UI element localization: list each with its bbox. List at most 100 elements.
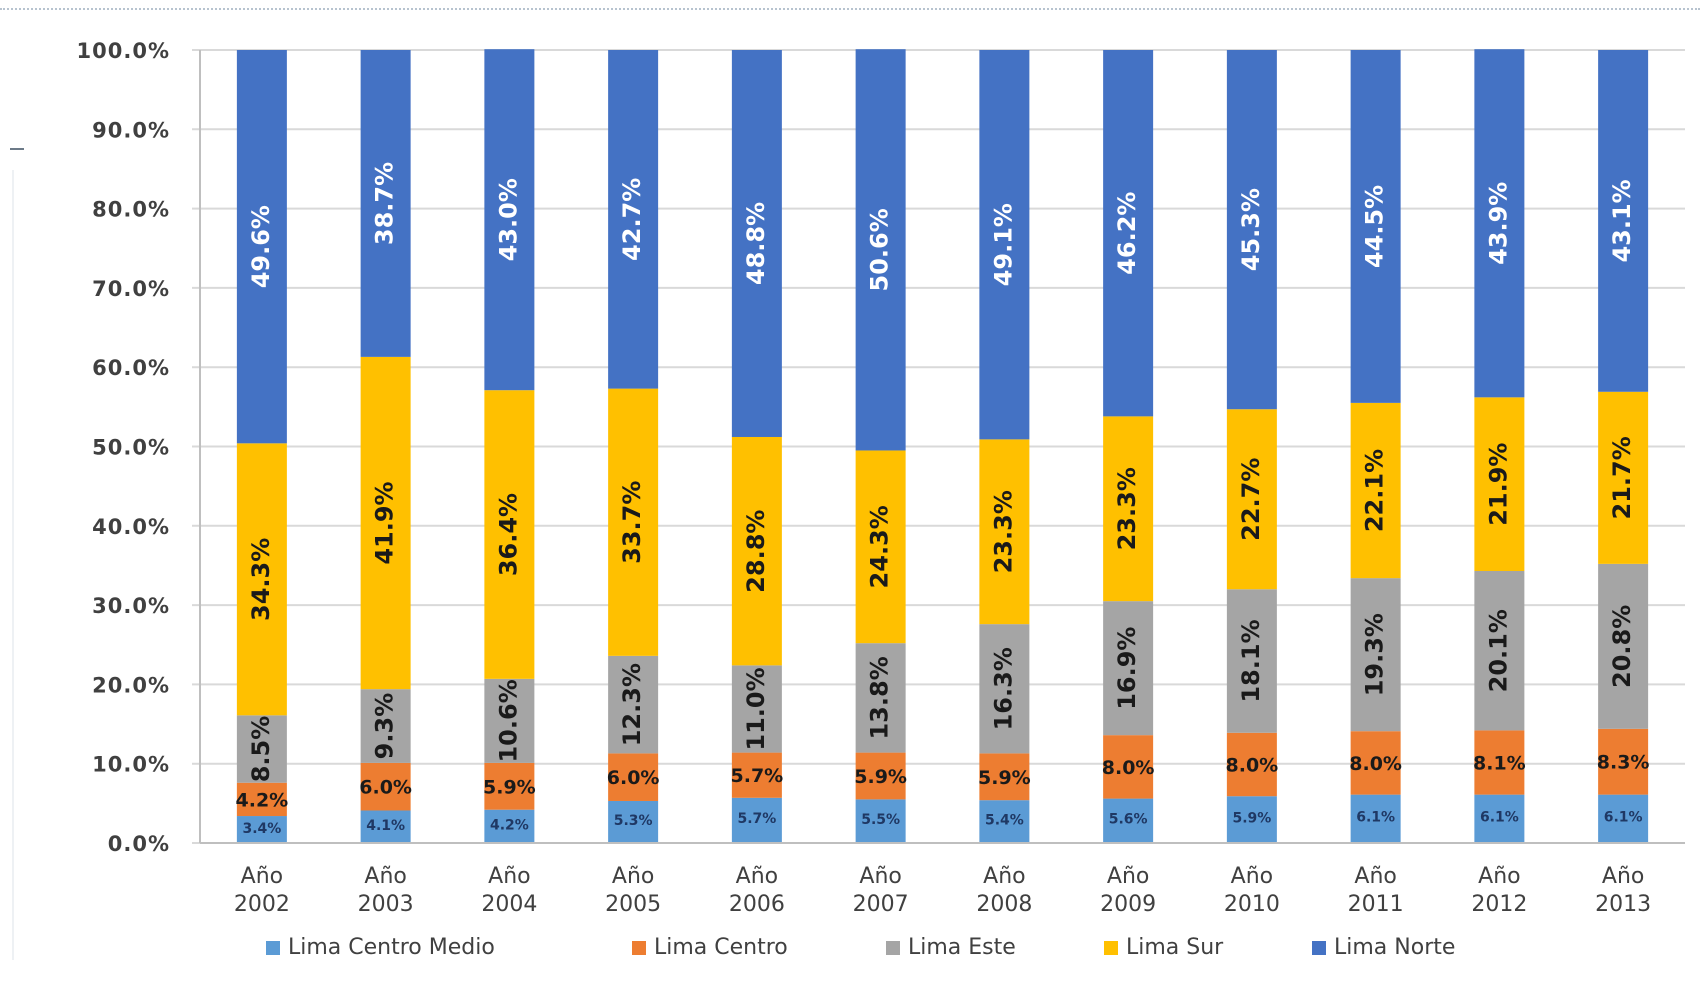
x-tick-label-line: 2006 [729, 892, 785, 917]
data-label: 5.3% [614, 813, 653, 829]
y-tick-label: 90.0% [92, 118, 170, 142]
legend-swatch [632, 941, 646, 955]
bar-segment [236, 443, 287, 716]
x-tick-label: Año 2003 [358, 864, 414, 917]
bars [236, 49, 1649, 843]
bar-segment [731, 797, 782, 843]
bar-segment [360, 689, 411, 763]
data-label: 45.3% [1237, 188, 1265, 271]
x-tick-label-line: Año [1478, 864, 1520, 889]
bar-segment [236, 782, 287, 817]
bar-segment [731, 752, 782, 798]
data-label: 8.0% [1349, 753, 1402, 775]
x-tick-label-line: Año [1602, 864, 1644, 889]
data-label: 5.9% [978, 767, 1031, 789]
bar-segment [731, 665, 782, 753]
data-label: 38.7% [371, 162, 399, 245]
gridlines [192, 49, 1685, 844]
legend-label: Lima Sur [1126, 935, 1224, 960]
legend-label: Lima Norte [1334, 935, 1455, 960]
bar-segment [1350, 50, 1401, 403]
axes: 0.0% 10.0% 20.0% 30.0% 40.0% 50.0% 60.0% 70.0% 8… [77, 39, 1685, 917]
x-tick-label-line: 2004 [481, 892, 537, 917]
data-labels: 3.4% 4.2% 8.5% 34.3% 49.6% 4.1% 6.0% 9.3% 41.9% 3… [236, 162, 1650, 837]
bar-segment [484, 678, 535, 763]
bar-segment [608, 753, 659, 801]
data-label: 42.7% [618, 178, 646, 261]
x-tick-label-line: Año [612, 864, 654, 889]
left-edge-shade [12, 170, 14, 960]
bar-segment [608, 800, 659, 843]
y-tick-label: 40.0% [92, 515, 170, 539]
data-label: 49.6% [247, 205, 275, 288]
bar-segment [1226, 409, 1277, 590]
x-tick-label: Año 2009 [1100, 864, 1156, 917]
data-label: 23.3% [989, 490, 1017, 573]
data-label: 23.3% [1113, 467, 1141, 550]
bar-segment [979, 800, 1030, 843]
data-label: 5.9% [483, 776, 536, 798]
bar-segment [1474, 794, 1525, 843]
bar-segment [1103, 416, 1154, 602]
x-tick-label-line: 2007 [853, 892, 909, 917]
bar-segment [1598, 50, 1649, 392]
bar-segment [979, 753, 1030, 801]
bar-segment [1103, 798, 1154, 843]
data-label: 5.7% [737, 811, 776, 827]
y-tick-label: 30.0% [92, 594, 170, 618]
data-label: 4.2% [490, 818, 529, 834]
x-tick-label: Año 2011 [1348, 864, 1404, 917]
bar-segment [979, 624, 1030, 754]
data-label: 28.8% [742, 510, 770, 593]
x-tick-label-line: Año [1354, 864, 1396, 889]
x-tick-label-line: 2011 [1348, 892, 1404, 917]
bar-segment [1350, 402, 1401, 579]
bar-segment [855, 752, 906, 800]
data-label: 12.3% [618, 663, 646, 746]
bar-segment [484, 49, 535, 391]
data-label: 5.4% [985, 812, 1024, 828]
bar-segment [236, 50, 287, 444]
data-label: 4.1% [366, 818, 405, 834]
data-label: 8.3% [1597, 752, 1650, 774]
x-tick-label-line: Año [736, 864, 778, 889]
x-tick-label-line: 2003 [358, 892, 414, 917]
bar-segment [236, 715, 287, 783]
y-tick-label: 70.0% [92, 277, 170, 301]
data-label: 5.5% [861, 812, 900, 828]
legend-swatch [1312, 941, 1326, 955]
bar-segment [731, 50, 782, 437]
y-tick-label: 50.0% [92, 436, 170, 460]
top-dotted-rule [0, 8, 1700, 10]
data-label: 46.2% [1113, 192, 1141, 275]
bar-segment [360, 356, 411, 690]
data-label: 48.8% [742, 202, 770, 285]
bar-segment [731, 436, 782, 666]
legend-swatch [266, 941, 280, 955]
bar-segment [1103, 50, 1154, 417]
x-tick-label-line: Año [1231, 864, 1273, 889]
bar-segment [1350, 731, 1401, 795]
bar-segment [360, 810, 411, 843]
bar-segment [608, 388, 659, 656]
side-dash-mark [10, 148, 24, 150]
legend-swatch [1104, 941, 1118, 955]
bar-segment [1226, 796, 1277, 843]
x-tick-label: Año 2006 [729, 864, 785, 917]
data-label: 22.7% [1237, 458, 1265, 541]
data-label: 43.1% [1608, 179, 1636, 262]
data-label: 43.0% [494, 178, 522, 261]
data-label: 20.8% [1608, 605, 1636, 688]
x-tick-label-line: 2013 [1595, 892, 1651, 917]
bar-segment [484, 809, 535, 843]
data-label: 22.1% [1361, 449, 1389, 532]
data-label: 5.9% [854, 766, 907, 788]
data-label: 5.6% [1109, 812, 1148, 828]
x-tick-label-line: 2009 [1100, 892, 1156, 917]
bar-segment [855, 643, 906, 753]
legend-swatch [886, 941, 900, 955]
bar-segment [608, 50, 659, 389]
legend: Lima Centro Medio Lima Centro Lima Este Lim… [266, 935, 1455, 960]
data-label: 9.3% [371, 693, 399, 760]
